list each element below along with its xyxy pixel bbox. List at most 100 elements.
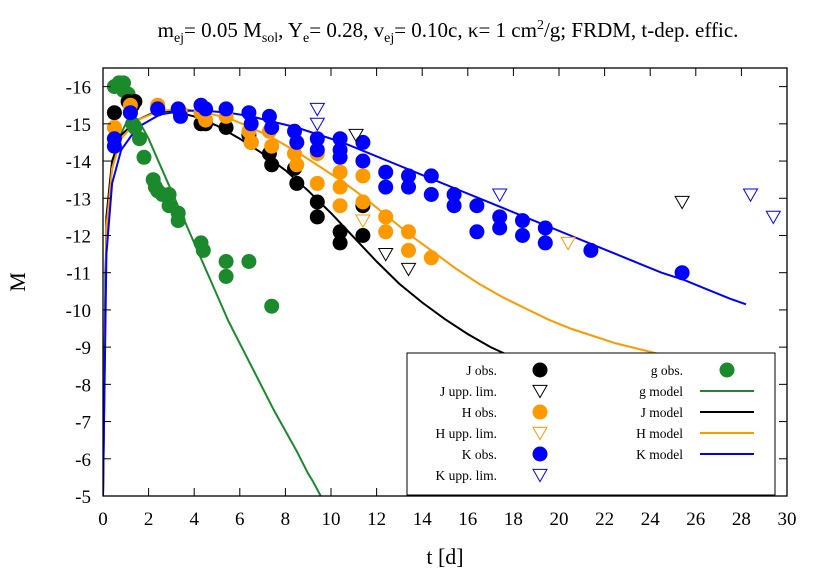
x-tick-label: 28 xyxy=(732,509,751,530)
J-upper-limit xyxy=(400,262,417,277)
x-tick-label: 24 xyxy=(641,509,661,530)
K-obs-point xyxy=(355,153,371,169)
y-tick-label: -9 xyxy=(75,338,91,359)
K-obs-point xyxy=(674,265,690,281)
K-upper-limit xyxy=(491,188,508,203)
K-obs-point xyxy=(106,131,122,147)
J-obs-point xyxy=(332,235,348,251)
H-obs-point xyxy=(309,175,325,191)
legend-label: g obs. xyxy=(651,363,683,378)
H-obs-point xyxy=(401,224,416,240)
K-obs-point xyxy=(355,134,371,150)
H-obs-point xyxy=(378,209,394,225)
y-tick-label: -13 xyxy=(66,189,91,210)
y-tick-label: -15 xyxy=(66,115,91,136)
K-model-line xyxy=(103,109,747,496)
K-obs-point xyxy=(446,187,462,202)
K-obs-point xyxy=(423,168,439,184)
g-obs-point xyxy=(195,242,211,258)
x-tick-label: 18 xyxy=(504,509,523,530)
K-obs-point xyxy=(332,131,348,147)
K-obs-point xyxy=(492,209,508,225)
H-obs-point xyxy=(264,138,280,154)
legend-swatch-H-obs xyxy=(532,404,548,420)
H-upper-limit xyxy=(560,236,576,251)
J-obs-point xyxy=(355,228,371,243)
plot-frame xyxy=(102,67,788,497)
K-upper-limit xyxy=(309,117,326,132)
y-tick-label: -8 xyxy=(75,375,91,396)
H-obs-point xyxy=(289,157,305,173)
K-obs-point xyxy=(289,134,305,150)
g-model-line xyxy=(103,116,322,496)
J-upper-limit xyxy=(377,247,394,262)
y-tick-label: -12 xyxy=(66,226,91,247)
y-tick-label: -11 xyxy=(66,264,91,285)
J-obs-point xyxy=(289,175,305,191)
H-upper-limit xyxy=(355,214,371,229)
K-upper-limit xyxy=(742,188,759,203)
H-obs-point xyxy=(355,168,371,184)
x-tick-label: 14 xyxy=(413,509,433,530)
x-tick-label: 30 xyxy=(778,509,797,530)
K-obs-point xyxy=(537,235,553,251)
observations xyxy=(106,75,782,314)
g-obs-point xyxy=(241,254,257,269)
legend-label: J obs. xyxy=(466,363,497,378)
K-obs-point xyxy=(264,120,280,135)
J-obs-point xyxy=(332,224,348,240)
g-obs-point xyxy=(264,298,280,314)
H-obs-point xyxy=(332,198,348,214)
K-upper-limit xyxy=(309,102,326,117)
g-obs-point xyxy=(132,131,147,147)
K-obs-point xyxy=(515,228,530,243)
H-obs-point xyxy=(198,112,214,128)
legend-box xyxy=(406,352,776,496)
legend-swatch-g-obs xyxy=(719,362,735,378)
legend-label: K upp. lim. xyxy=(435,468,497,483)
g-obs-point xyxy=(170,213,186,229)
y-tick-label: -14 xyxy=(66,152,92,173)
K-obs-point xyxy=(122,105,138,121)
K-obs-point xyxy=(309,131,325,147)
legend-label: H obs. xyxy=(462,405,497,420)
K-obs-point xyxy=(446,198,462,214)
legend-label: J model xyxy=(641,405,684,420)
H-obs-point xyxy=(378,224,394,240)
x-tick-label: 4 xyxy=(189,509,199,530)
x-tick-label: 22 xyxy=(595,509,614,530)
K-obs-point xyxy=(492,220,508,236)
J-obs-point xyxy=(218,120,234,135)
x-tick-label: 10 xyxy=(322,509,341,530)
legend-swatch-K-lim xyxy=(532,468,548,483)
g-obs-point xyxy=(218,254,234,269)
legend-label: H model xyxy=(636,426,683,441)
H-obs-point xyxy=(355,194,371,210)
J-obs-point xyxy=(309,194,325,210)
K-obs-point xyxy=(515,213,530,229)
y-tick-label: -10 xyxy=(66,301,91,322)
legend-swatch-J-obs xyxy=(532,362,548,378)
H-obs-point xyxy=(423,250,439,266)
K-obs-point xyxy=(401,179,416,195)
K-obs-point xyxy=(173,108,188,124)
J-obs-point xyxy=(309,209,325,225)
J-obs-point xyxy=(264,157,280,173)
legend-swatch-J-lim xyxy=(532,384,548,399)
x-axis-label: t [d] xyxy=(426,544,463,569)
g-obs-point xyxy=(218,268,234,284)
g-obs-point xyxy=(161,187,177,202)
H-obs-point xyxy=(287,146,302,162)
K-obs-point xyxy=(243,116,259,132)
K-obs-point xyxy=(401,168,416,184)
legend-label: K model xyxy=(636,447,683,462)
y-tick-label: -7 xyxy=(75,413,91,434)
x-tick-label: 0 xyxy=(98,509,108,530)
K-obs-point xyxy=(469,198,485,214)
legend: J obs. g obs. J upp. lim. g model H obs. J mo… xyxy=(406,352,776,496)
x-tick-label: 8 xyxy=(281,509,291,530)
x-tick-label: 6 xyxy=(235,509,245,530)
K-obs-point xyxy=(423,187,439,202)
K-obs-point xyxy=(198,101,214,117)
